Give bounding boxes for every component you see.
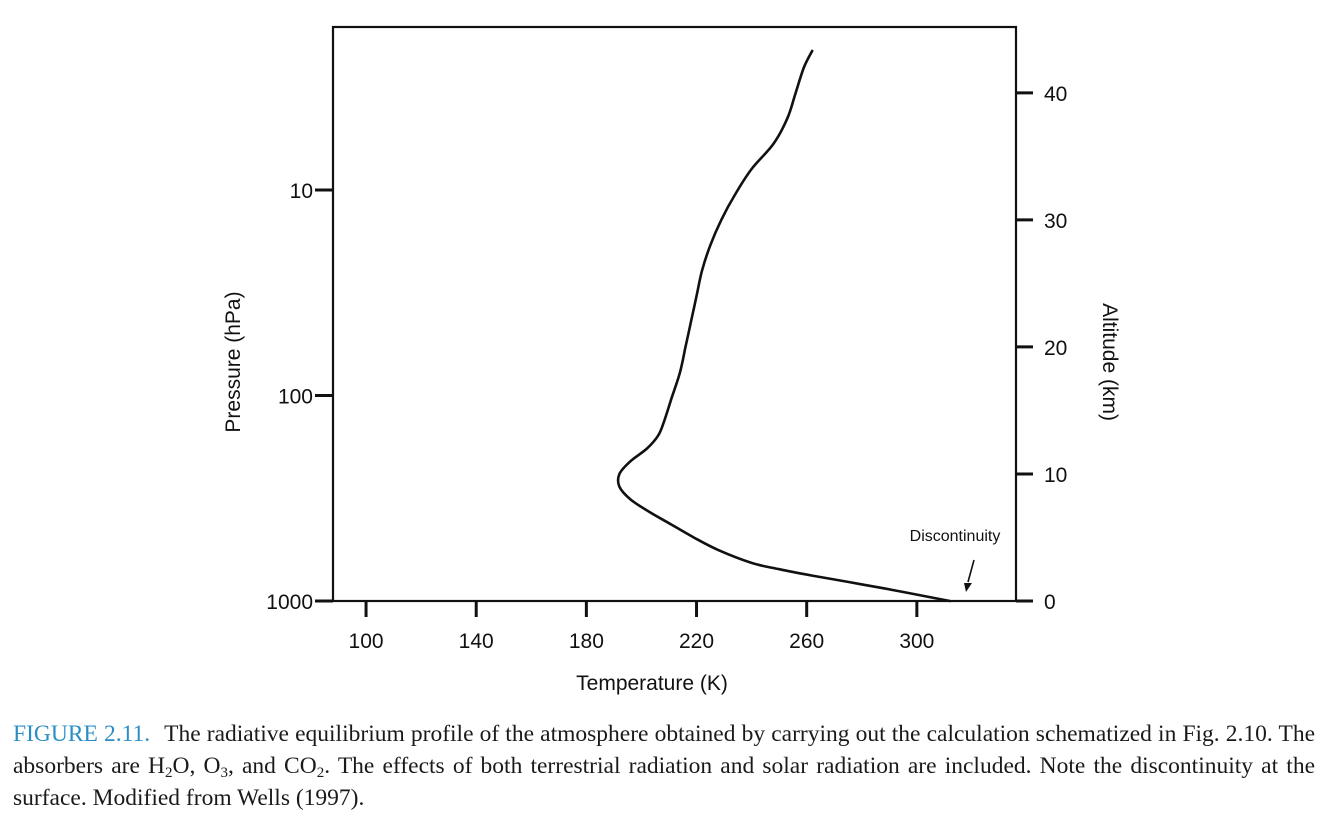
y-tick-label: 10 [290,180,313,203]
y2-tick-label: 30 [1044,210,1067,233]
caption-sub-2: 3 [220,765,228,781]
y2-tick-label: 0 [1044,591,1056,614]
caption-label: FIGURE 2.11. [13,721,151,747]
y2-tick-label: 20 [1044,337,1067,360]
x-tick-label: 140 [459,630,494,653]
discontinuity-label: Discontinuity [910,528,1001,545]
y2-tick-label: 40 [1044,83,1067,106]
y2-tick-label: 10 [1044,464,1067,487]
x-tick-label: 180 [569,630,604,653]
caption-sub-1: 2 [165,765,173,781]
radiative-equilibrium-chart: 100 140 180 220 260 300 10 100 1000 0 10 20 30 40 T… [222,25,1121,695]
y-axis-title: Pressure (hPa) [222,291,245,432]
x-axis-title: Temperature (K) [576,672,728,695]
y2-axis-ticks: 0 10 20 30 40 [1016,83,1067,614]
temperature-profile-line [616,49,952,603]
y-axis-ticks: 10 100 1000 [266,180,333,614]
discontinuity-arrow [964,559,975,592]
x-tick-label: 220 [679,630,714,653]
y-tick-label: 100 [278,386,313,409]
figure-caption: FIGURE 2.11. The radiative equilibrium pr… [13,718,1315,814]
caption-text-1: The radiative equilibrium profile of the… [13,721,1316,779]
caption-text-4: . The effects of both terrestrial radiat… [13,753,1315,811]
plot-frame [331,25,1018,603]
x-tick-label: 100 [349,630,384,653]
caption-text-2: O, O [172,753,221,779]
y-tick-label: 1000 [266,591,313,614]
caption-sub-3: 2 [316,765,325,781]
x-tick-label: 300 [899,630,934,653]
caption-text-3: , and CO [227,753,317,779]
x-tick-label: 260 [789,630,824,653]
y2-axis-title: Altitude (km) [1098,303,1121,421]
x-axis-ticks: 100 140 180 220 260 300 [349,601,934,653]
